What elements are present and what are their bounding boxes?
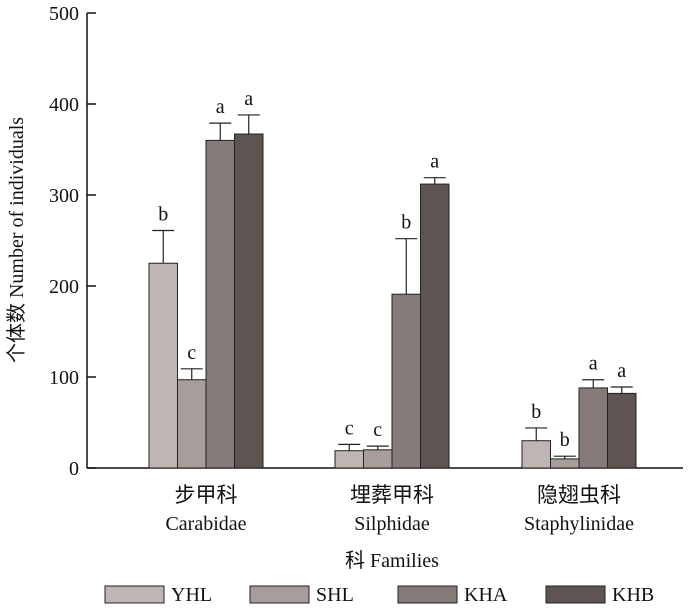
legend-item-shl: SHL <box>249 584 354 606</box>
legend-item-yhl: YHL <box>104 584 212 606</box>
significance-letter: a <box>430 151 439 173</box>
bar-shl <box>363 449 393 469</box>
x-axis-label: 科 Families <box>345 549 439 572</box>
significance-letter: c <box>373 419 382 441</box>
legend-swatch <box>104 585 165 604</box>
error-bar <box>610 386 633 394</box>
legend-label: YHL <box>171 584 212 606</box>
y-tick-label: 400 <box>49 94 79 116</box>
x-categories: 步甲科 Carabidae 埋葬甲科 Silphidae 隐翅虫科 Staphylinid… <box>165 483 634 535</box>
y-tick-label: 100 <box>49 367 79 389</box>
error-bar <box>338 443 361 451</box>
legend-item-kha: KHA <box>397 584 508 606</box>
legend-swatch <box>545 585 606 604</box>
significance-letter: c <box>345 417 354 439</box>
error-bar <box>209 122 232 141</box>
bar-yhl <box>521 440 551 469</box>
bar-kha <box>205 139 235 469</box>
significance-letter: b <box>531 401 541 423</box>
legend: YHL SHL KHA KHB <box>104 584 654 606</box>
bar-kha <box>391 293 421 469</box>
y-tick-label: 200 <box>49 276 79 298</box>
y-tick-label: 0 <box>69 458 79 480</box>
error-bar <box>423 177 446 185</box>
significance-letter: a <box>589 353 598 375</box>
y-axis-label: 个体数 Number of individuals <box>5 117 28 363</box>
legend-item-khb: KHB <box>545 584 654 606</box>
error-bar <box>180 368 203 380</box>
category-label-en: Carabidae <box>165 513 246 535</box>
legend-swatch <box>249 585 310 604</box>
error-bar <box>582 379 605 388</box>
bar-khb <box>234 133 264 469</box>
significance-letter: b <box>560 429 570 451</box>
bar-yhl <box>334 450 364 469</box>
error-bar <box>395 238 418 295</box>
significance-letter: a <box>244 88 253 110</box>
legend-label: KHA <box>464 584 508 606</box>
legend-label: SHL <box>316 584 354 606</box>
y-ticks: 0 100 200 300 400 500 <box>49 3 96 480</box>
category-label-cn: 埋葬甲科 <box>350 483 434 507</box>
y-tick-label: 500 <box>49 3 79 25</box>
category-label-en: Silphidae <box>354 513 430 535</box>
significance-letter: c <box>187 342 196 364</box>
significance-letter: b <box>158 203 168 225</box>
y-axis: 0 100 200 300 400 500 <box>49 3 96 480</box>
bar-shl <box>177 379 207 469</box>
error-bar <box>152 229 175 264</box>
significance-letter: a <box>617 360 626 382</box>
significance-letter: b <box>401 212 411 234</box>
legend-swatch <box>397 585 458 604</box>
category-label-cn: 步甲科 <box>175 483 238 507</box>
error-bar <box>366 445 389 450</box>
bar-shl <box>550 458 580 469</box>
significance-letter: a <box>216 96 225 118</box>
y-tick-label: 300 <box>49 185 79 207</box>
error-bar <box>553 455 576 459</box>
bar-yhl <box>148 262 178 469</box>
bar-kha <box>578 387 608 469</box>
legend-label: KHB <box>612 584 654 606</box>
bar-khb <box>420 183 450 469</box>
bar-khb <box>607 392 637 469</box>
category-label-en: Staphylinidae <box>524 513 634 535</box>
category-label-cn: 隐翅虫科 <box>537 483 621 507</box>
error-bar <box>525 427 548 441</box>
error-bar <box>237 114 260 135</box>
